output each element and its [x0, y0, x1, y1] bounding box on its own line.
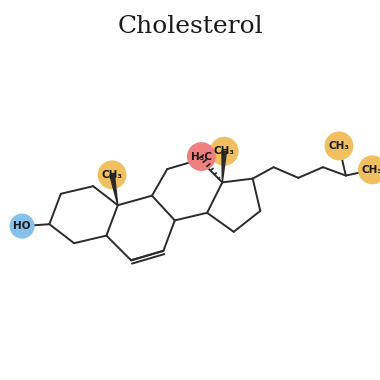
- Text: HO: HO: [13, 221, 31, 231]
- Text: CH₃: CH₃: [328, 141, 350, 151]
- Circle shape: [325, 131, 353, 160]
- Circle shape: [98, 160, 127, 189]
- Circle shape: [358, 155, 380, 184]
- Circle shape: [187, 142, 216, 171]
- Polygon shape: [222, 151, 226, 182]
- Circle shape: [10, 214, 35, 239]
- Text: Cholesterol: Cholesterol: [117, 15, 263, 38]
- Text: CH₃: CH₃: [101, 170, 123, 180]
- Text: CH₃: CH₃: [362, 165, 380, 175]
- Circle shape: [210, 137, 239, 166]
- Polygon shape: [110, 174, 118, 205]
- Text: CH₃: CH₃: [214, 146, 235, 156]
- Text: H₃C: H₃C: [191, 152, 212, 162]
